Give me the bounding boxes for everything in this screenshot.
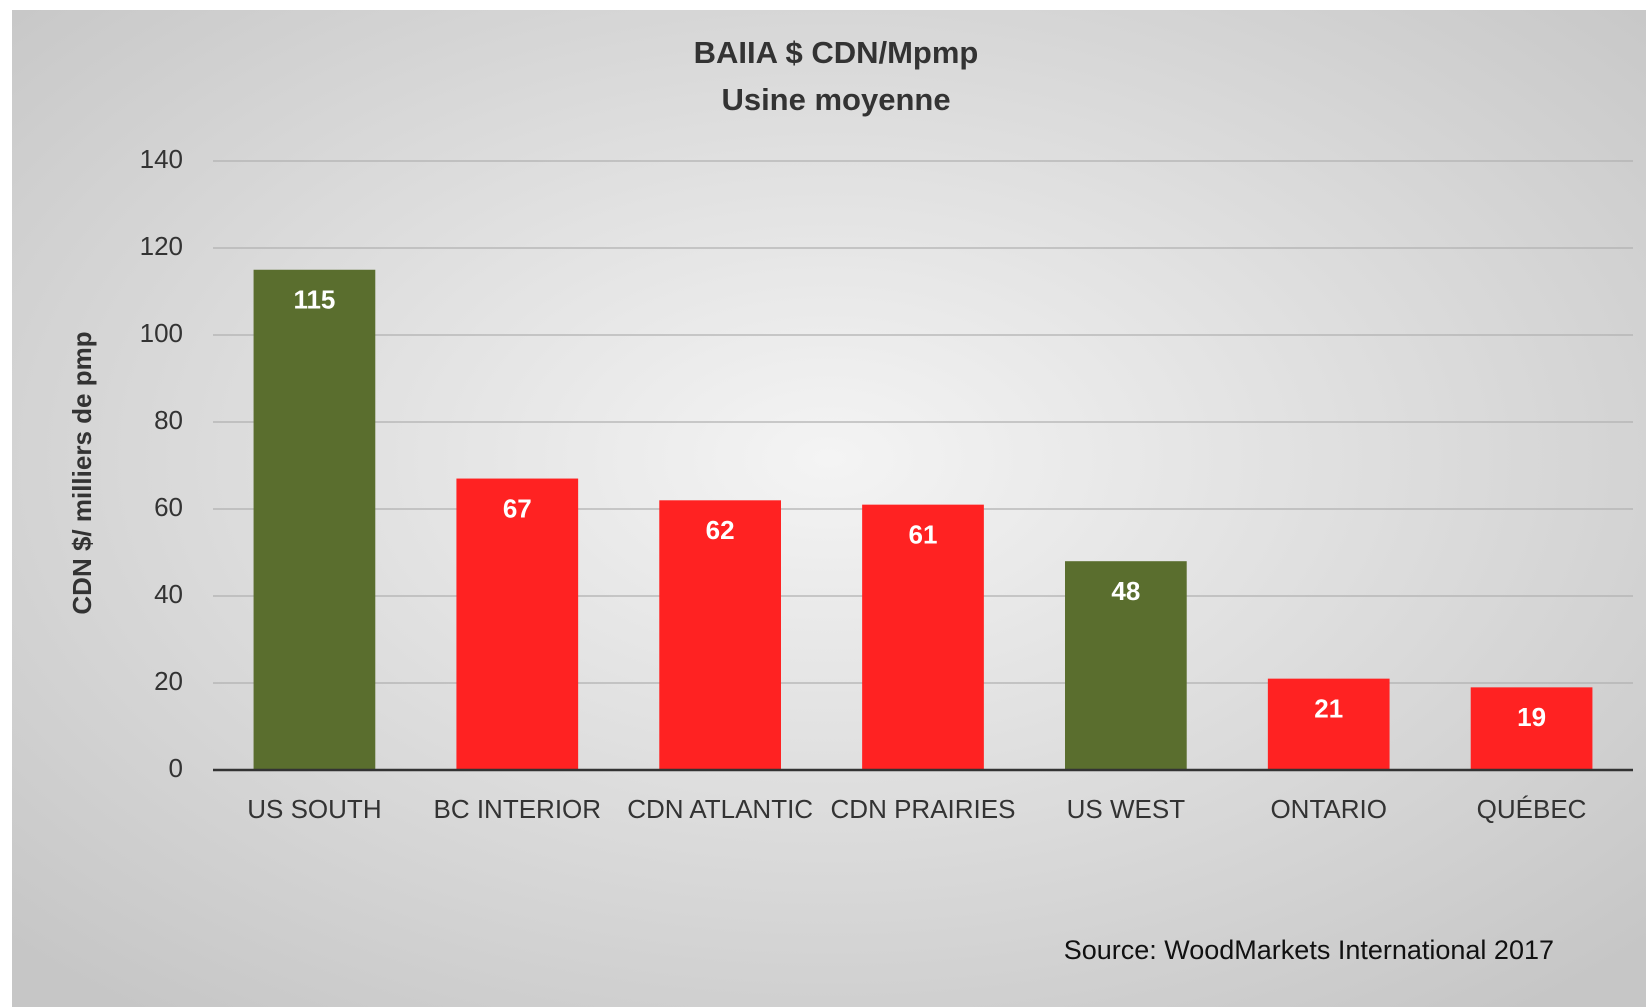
data-label: 48 — [1111, 576, 1140, 606]
data-label: 19 — [1517, 702, 1546, 732]
bar — [1267, 678, 1390, 770]
bar — [862, 504, 984, 770]
y-tick-label: 40 — [154, 579, 183, 609]
x-tick-label: CDN PRAIRIES — [831, 794, 1016, 824]
y-tick-label: 140 — [140, 144, 183, 174]
x-tick-label: QUÉBEC — [1477, 794, 1587, 824]
y-tick-label: 20 — [154, 666, 183, 696]
bar — [456, 478, 579, 770]
x-tick-label: ONTARIO — [1270, 794, 1387, 824]
y-axis-label: CDN $/ milliers de pmp — [67, 331, 97, 614]
source-note: Source: WoodMarkets International 2017 — [1064, 935, 1554, 965]
bar — [659, 500, 781, 770]
data-label: 21 — [1314, 694, 1343, 724]
y-tick-label: 60 — [154, 492, 183, 522]
y-tick-label: 0 — [169, 753, 183, 783]
data-label: 62 — [706, 515, 735, 545]
bar — [1065, 561, 1187, 770]
chart-subtitle: Usine moyenne — [721, 82, 950, 117]
y-tick-label: 80 — [154, 405, 183, 435]
x-tick-label: US SOUTH — [247, 794, 381, 824]
bar — [1470, 687, 1593, 770]
y-tick-label: 100 — [140, 318, 183, 348]
bar — [253, 269, 376, 770]
y-tick-label: 120 — [140, 231, 183, 261]
data-label: 67 — [503, 493, 532, 523]
data-label: 61 — [909, 520, 938, 550]
chart-title: BAIIA $ CDN/Mpmp — [694, 35, 979, 70]
x-tick-label: US WEST — [1067, 794, 1186, 824]
data-label: 115 — [293, 285, 335, 315]
x-tick-label: CDN ATLANTIC — [627, 794, 813, 824]
x-tick-label: BC INTERIOR — [433, 794, 601, 824]
